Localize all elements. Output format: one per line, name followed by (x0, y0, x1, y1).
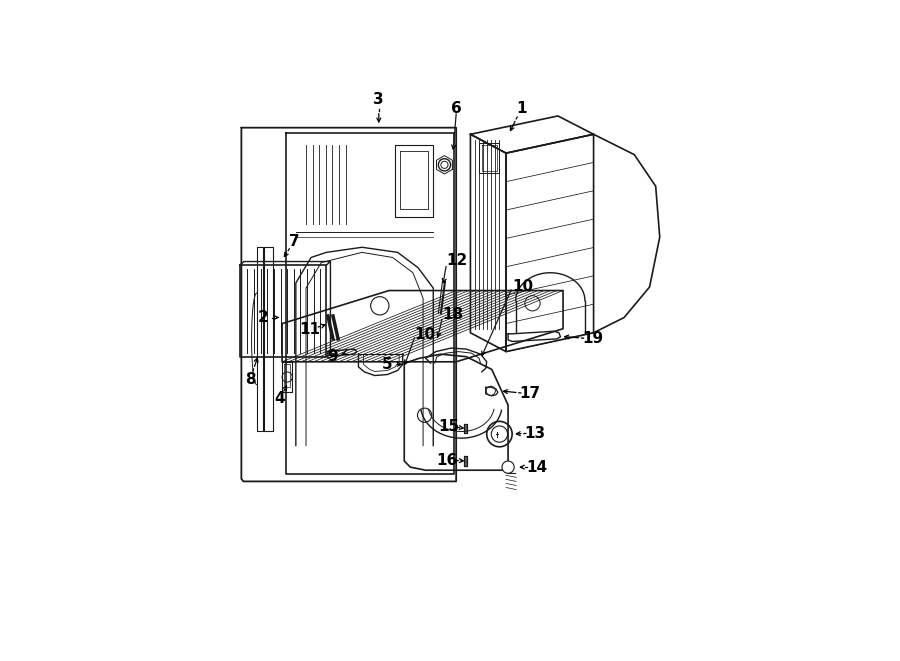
Text: 3: 3 (374, 92, 384, 107)
Text: 17: 17 (519, 387, 541, 401)
Text: 11: 11 (299, 322, 320, 337)
Text: 6: 6 (451, 101, 462, 116)
Text: 19: 19 (582, 331, 603, 346)
Text: 7: 7 (289, 234, 300, 249)
Text: 8: 8 (245, 372, 256, 387)
Text: 12: 12 (446, 253, 467, 268)
Text: 2: 2 (257, 310, 268, 325)
Text: 15: 15 (438, 419, 459, 434)
Text: 10: 10 (414, 327, 436, 342)
Text: 9: 9 (328, 349, 338, 364)
Text: 1: 1 (516, 101, 526, 116)
Text: 4: 4 (274, 391, 285, 407)
Text: 13: 13 (525, 426, 545, 440)
Circle shape (502, 461, 514, 473)
Text: 14: 14 (526, 459, 547, 475)
Text: 18: 18 (442, 307, 463, 322)
Text: 5: 5 (382, 357, 392, 372)
Text: 16: 16 (436, 453, 457, 467)
Text: 10: 10 (512, 280, 534, 295)
